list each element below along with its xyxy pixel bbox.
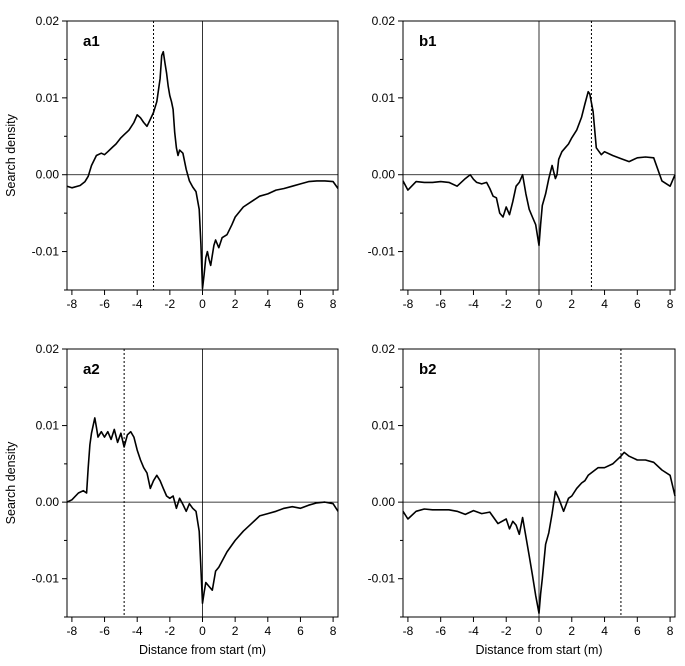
x-axis-title: Distance from start (m) <box>475 643 602 657</box>
x-tick-label: 4 <box>601 624 608 638</box>
series-line <box>66 417 339 605</box>
x-tick-label: 6 <box>634 297 641 311</box>
x-tick-label: -8 <box>403 297 414 311</box>
x-tick-label: 0 <box>199 624 206 638</box>
x-tick-label: -2 <box>165 297 176 311</box>
x-tick-label: -8 <box>67 297 78 311</box>
x-tick-label: -2 <box>165 624 176 638</box>
y-tick-label: 0.00 <box>372 168 396 182</box>
chart-panel-b2: -8 -6 -4 -2 0 2 4 6 8 0.02 0.01 0.00 -0.01 Distance f… <box>368 342 676 657</box>
x-tick-label: 2 <box>568 297 575 311</box>
y-tick-label: -0.01 <box>32 572 60 586</box>
x-tick-label: -4 <box>132 297 143 311</box>
chart-panel-a1: -8 -6 -4 -2 0 2 4 6 8 0.02 0.01 0.00 -0.01 Search den… <box>4 14 339 311</box>
x-tick-label: -6 <box>99 297 110 311</box>
x-tick-label: 4 <box>264 297 271 311</box>
x-tick-label: 2 <box>232 624 239 638</box>
y-tick-label: 0.00 <box>372 495 396 509</box>
y-tick-label: 0.02 <box>36 342 60 356</box>
x-tick-label: -6 <box>435 624 446 638</box>
panel-label: b2 <box>419 361 437 378</box>
x-tick-label: 4 <box>264 624 271 638</box>
panel-label: b1 <box>419 33 437 50</box>
x-tick-label: 2 <box>568 624 575 638</box>
y-tick-label: -0.01 <box>368 572 396 586</box>
chart-panel-b1: -8 -6 -4 -2 0 2 4 6 8 0.02 0.01 0.00 -0.01 b1 <box>368 14 676 311</box>
x-tick-label: 0 <box>536 624 543 638</box>
x-tick-label: -6 <box>435 297 446 311</box>
y-tick-label: 0.01 <box>372 91 396 105</box>
x-tick-label: -4 <box>468 624 479 638</box>
x-tick-label: 6 <box>297 624 304 638</box>
y-tick-label: 0.01 <box>372 419 396 433</box>
x-tick-label: -8 <box>403 624 414 638</box>
y-tick-label: -0.01 <box>32 245 60 259</box>
x-tick-label: 8 <box>330 624 337 638</box>
x-tick-label: -2 <box>501 624 512 638</box>
y-axis-title: Search density <box>4 113 18 196</box>
y-tick-label: 0.02 <box>372 342 396 356</box>
x-tick-label: 6 <box>297 297 304 311</box>
x-axis-title: Distance from start (m) <box>139 643 266 657</box>
x-tick-label: -8 <box>67 624 78 638</box>
x-tick-label: 0 <box>536 297 543 311</box>
y-axis-title: Search density <box>4 441 18 524</box>
series-line <box>402 90 676 247</box>
x-tick-label: -2 <box>501 297 512 311</box>
chart-panel-a2: -8 -6 -4 -2 0 2 4 6 8 0.02 0.01 0.00 -0.01 Search den… <box>4 342 339 657</box>
series-line <box>66 50 339 290</box>
y-tick-label: 0.02 <box>36 14 60 28</box>
x-tick-label: -6 <box>99 624 110 638</box>
x-tick-label: 8 <box>667 297 674 311</box>
x-tick-label: -4 <box>132 624 143 638</box>
y-tick-label: 0.01 <box>36 419 60 433</box>
panel-label: a1 <box>83 33 100 50</box>
x-tick-label: 6 <box>634 624 641 638</box>
x-tick-label: 4 <box>601 297 608 311</box>
y-tick-label: 0.01 <box>36 91 60 105</box>
x-tick-label: -4 <box>468 297 479 311</box>
y-tick-label: 0.02 <box>372 14 396 28</box>
y-tick-label: -0.01 <box>368 245 396 259</box>
y-tick-label: 0.00 <box>36 495 60 509</box>
x-tick-label: 0 <box>199 297 206 311</box>
panel-label: a2 <box>83 361 100 378</box>
x-tick-label: 8 <box>667 624 674 638</box>
x-tick-label: 2 <box>232 297 239 311</box>
series-line <box>402 451 676 615</box>
y-tick-label: 0.00 <box>36 168 60 182</box>
x-tick-label: 8 <box>330 297 337 311</box>
